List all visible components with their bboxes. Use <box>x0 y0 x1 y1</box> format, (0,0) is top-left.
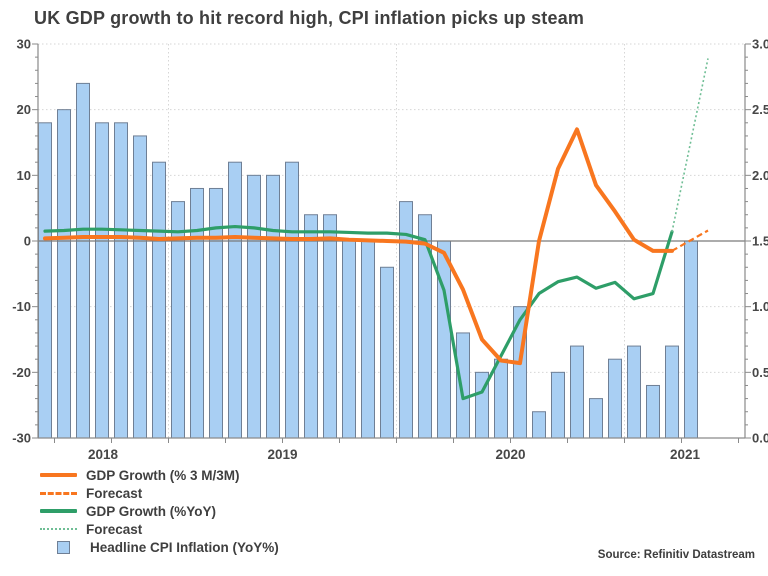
y-left-tick-label: 0 <box>24 234 31 249</box>
blue-square-icon <box>40 540 80 554</box>
y-left-tick-label: 20 <box>17 102 31 117</box>
cpi-bar <box>38 122 52 439</box>
y-left-tick-label: 30 <box>17 36 31 51</box>
y-right-tick-label: 1.5 <box>752 234 768 249</box>
x-axis <box>54 438 739 443</box>
x-year-label: 2021 <box>670 447 701 462</box>
orange-dashed-line-icon <box>40 491 80 495</box>
y-left-tick-label: -10 <box>12 299 31 314</box>
legend-label: GDP Growth (% 3 M/3M) <box>86 467 240 483</box>
cpi-bar <box>551 371 565 439</box>
cpi-bar <box>589 398 603 439</box>
cpi-bars <box>38 82 698 439</box>
y-left-tick-label: 10 <box>17 168 31 183</box>
source-credit: Source: Refinitiv Datastream <box>597 549 755 561</box>
chart-title: UK GDP growth to hit record high, CPI in… <box>34 8 585 28</box>
gdp-3m3m-line <box>43 127 674 366</box>
cpi-bar <box>152 161 166 439</box>
cpi-bar <box>190 187 204 439</box>
legend-label: Forecast <box>86 521 143 537</box>
x-year-label: 2018 <box>88 447 119 462</box>
cpi-bar <box>133 135 147 439</box>
y-axis-right <box>745 43 751 439</box>
y-right-tick-label: 0.5 <box>752 365 768 380</box>
cpi-bar <box>532 411 546 439</box>
cpi-bar <box>684 240 698 439</box>
cpi-bar <box>361 240 375 439</box>
orange-solid-line-icon <box>40 473 80 477</box>
x-year-label: 2019 <box>267 447 297 462</box>
legend-item-gdp-3m3m: GDP Growth (% 3 M/3M) <box>40 466 279 484</box>
cpi-bar <box>646 384 660 439</box>
cpi-bar <box>437 240 451 439</box>
cpi-bar <box>608 358 622 439</box>
cpi-bar <box>285 161 299 439</box>
gdp-3m3m-forecast-line <box>671 229 709 252</box>
legend-label: Headline CPI Inflation (YoY%) <box>90 539 279 555</box>
cpi-bar <box>95 122 109 439</box>
gdp-yoy-forecast-line <box>671 58 709 232</box>
legend-label: GDP Growth (%YoY) <box>86 503 217 519</box>
cpi-bar <box>76 82 90 439</box>
cpi-bar <box>209 187 223 439</box>
cpi-bar <box>665 345 679 439</box>
y-left-tick-label: -30 <box>12 431 31 446</box>
legend-label: Forecast <box>86 485 143 501</box>
cpi-bar <box>228 161 242 439</box>
cpi-bar <box>266 174 280 439</box>
green-solid-line-icon <box>40 509 80 513</box>
cpi-bar <box>57 109 71 439</box>
y-right-tick-label: 2.0 <box>752 168 768 183</box>
gdp-yoy-line <box>43 224 674 401</box>
y-axis-left <box>32 43 38 439</box>
cpi-bar <box>342 240 356 439</box>
legend: GDP Growth (% 3 M/3M) Forecast GDP Growt… <box>40 466 279 556</box>
cpi-bar <box>570 345 584 439</box>
cpi-bar <box>247 174 261 439</box>
cpi-bar <box>304 214 318 439</box>
y-right-tick-label: 0.0 <box>752 431 768 446</box>
cpi-bar <box>323 214 337 439</box>
green-dotted-line-icon <box>40 528 80 530</box>
legend-item-cpi: Headline CPI Inflation (YoY%) <box>40 538 279 556</box>
cpi-bar <box>627 345 641 439</box>
legend-item-gdp-yoy-forecast: Forecast <box>40 520 279 538</box>
y-right-tick-label: 3.0 <box>752 36 768 51</box>
cpi-bar <box>456 332 470 439</box>
y-right-tick-label: 2.5 <box>752 102 768 117</box>
cpi-bar <box>114 122 128 439</box>
y-left-tick-label: -20 <box>12 365 31 380</box>
cpi-bar <box>494 358 508 439</box>
y-right-tick-label: 1.0 <box>752 299 768 314</box>
x-year-label: 2020 <box>495 447 525 462</box>
cpi-bar <box>380 266 394 439</box>
legend-item-gdp-3m3m-forecast: Forecast <box>40 484 279 502</box>
legend-item-gdp-yoy: GDP Growth (%YoY) <box>40 502 279 520</box>
